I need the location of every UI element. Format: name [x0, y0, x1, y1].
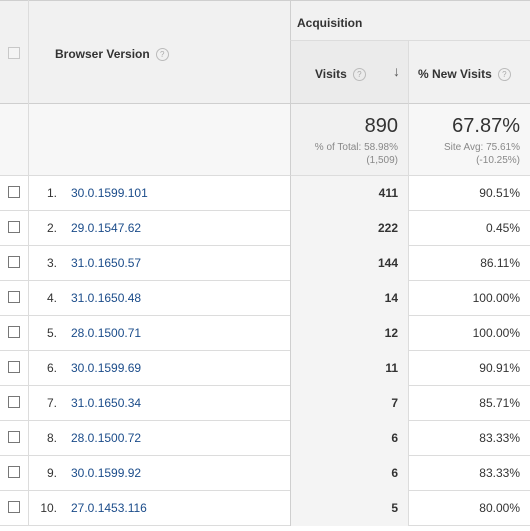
browser-version-link[interactable]: 27.0.1453.116: [71, 501, 147, 515]
row-checkbox[interactable]: [8, 501, 20, 513]
table-row: 7. 31.0.1650.34 7 85.71%: [0, 386, 530, 421]
dimension-header: [0, 0, 290, 104]
new-visits-value: 100.00%: [408, 316, 530, 351]
summary-new-visits-cell: 67.87% Site Avg: 75.61% (-10.25%): [408, 104, 530, 176]
visits-value: 7: [290, 386, 408, 421]
acquisition-group-header: Acquisition: [290, 0, 530, 41]
new-visits-label-text: % New Visits: [418, 67, 492, 81]
sort-descending-icon[interactable]: ↓: [393, 63, 400, 79]
visits-value: 144: [290, 246, 408, 281]
new-visits-column-header[interactable]: % New Visits?: [408, 41, 530, 104]
dimension-header-label[interactable]: Browser Version?: [55, 47, 169, 62]
row-index: 7.: [46, 396, 57, 410]
visits-total-site: (1,509): [366, 155, 398, 166]
row-checkbox[interactable]: [8, 466, 20, 478]
row-checkbox-cell: [0, 316, 29, 351]
new-visits-value: 0.45%: [408, 211, 530, 246]
help-icon[interactable]: ?: [497, 68, 511, 82]
summary-row: [0, 104, 290, 176]
new-visits-value: 86.11%: [408, 246, 530, 281]
visits-total: 890: [364, 115, 398, 137]
new-visits-value: 85.71%: [408, 386, 530, 421]
new-visits-value: 100.00%: [408, 281, 530, 316]
visits-value: 6: [290, 421, 408, 456]
browser-version-link[interactable]: 31.0.1650.34: [71, 396, 142, 410]
visits-value: 411: [290, 176, 408, 211]
browser-version-link[interactable]: 30.0.1599.69: [71, 361, 142, 375]
row-index: 1.: [46, 186, 57, 200]
row-checkbox[interactable]: [8, 291, 20, 303]
browser-version-link[interactable]: 30.0.1599.92: [71, 466, 142, 480]
row-index: 6.: [46, 361, 57, 375]
new-visits-value: 83.33%: [408, 456, 530, 491]
browser-version-link[interactable]: 29.0.1547.62: [71, 221, 142, 235]
help-icon[interactable]: ?: [155, 48, 169, 62]
row-index: 2.: [46, 221, 57, 235]
visits-value: 6: [290, 456, 408, 491]
visits-label-text: Visits: [315, 67, 347, 81]
select-all-cell: [0, 0, 29, 104]
table-row: 9. 30.0.1599.92 6 83.33%: [0, 456, 530, 491]
row-checkbox-cell: [0, 456, 29, 491]
visits-value: 5: [290, 491, 408, 526]
row-checkbox-cell: [0, 351, 29, 386]
visits-value: 11: [290, 351, 408, 386]
select-all-checkbox[interactable]: [8, 47, 20, 59]
row-checkbox[interactable]: [8, 361, 20, 373]
row-checkbox-cell: [0, 281, 29, 316]
table-row: 4. 31.0.1650.48 14 100.00%: [0, 281, 530, 316]
table-row: 2. 29.0.1547.62 222 0.45%: [0, 211, 530, 246]
new-visits-value: 90.51%: [408, 176, 530, 211]
row-index: 4.: [46, 291, 57, 305]
browser-version-link[interactable]: 28.0.1500.71: [71, 326, 142, 340]
row-checkbox[interactable]: [8, 186, 20, 198]
visits-header-label[interactable]: Visits?: [315, 67, 366, 82]
row-checkbox[interactable]: [8, 396, 20, 408]
visits-column-header[interactable]: Visits? ↓: [290, 41, 408, 104]
acquisition-label: Acquisition: [297, 16, 363, 30]
row-checkbox[interactable]: [8, 221, 20, 233]
help-icon[interactable]: ?: [352, 68, 366, 82]
visits-value: 12: [290, 316, 408, 351]
row-checkbox-cell: [0, 491, 29, 526]
table-row: 10. 27.0.1453.116 5 80.00%: [0, 491, 530, 526]
browser-version-link[interactable]: 31.0.1650.48: [71, 291, 142, 305]
new-visits-value: 90.91%: [408, 351, 530, 386]
browser-version-link[interactable]: 30.0.1599.101: [71, 186, 148, 200]
new-visits-header-label[interactable]: % New Visits?: [418, 67, 511, 82]
visits-percent-of-total: % of Total: 58.98%: [314, 142, 398, 153]
browser-version-link[interactable]: 31.0.1650.57: [71, 256, 142, 270]
browser-version-link[interactable]: 28.0.1500.72: [71, 431, 142, 445]
row-index: 3.: [46, 256, 57, 270]
new-visits-value: 83.33%: [408, 421, 530, 456]
new-visits-value: 80.00%: [408, 491, 530, 526]
new-visits-avg-delta: (-10.25%): [476, 155, 520, 166]
row-index: 9.: [46, 466, 57, 480]
row-checkbox[interactable]: [8, 326, 20, 338]
summary-checkbox-cell: [0, 104, 29, 176]
row-checkbox[interactable]: [8, 256, 20, 268]
row-checkbox[interactable]: [8, 431, 20, 443]
new-visits-total: 67.87%: [452, 115, 520, 137]
table-row: 5. 28.0.1500.71 12 100.00%: [0, 316, 530, 351]
row-checkbox-cell: [0, 386, 29, 421]
row-index: 8.: [46, 431, 57, 445]
row-checkbox-cell: [0, 211, 29, 246]
row-index: 5.: [46, 326, 57, 340]
visits-value: 222: [290, 211, 408, 246]
new-visits-site-avg: Site Avg: 75.61%: [444, 142, 520, 153]
visits-value: 14: [290, 281, 408, 316]
browser-version-label: Browser Version: [55, 47, 150, 61]
row-checkbox-cell: [0, 176, 29, 211]
row-checkbox-cell: [0, 421, 29, 456]
row-checkbox-cell: [0, 246, 29, 281]
table-row: 1. 30.0.1599.101 411 90.51%: [0, 176, 530, 211]
row-index: 10.: [40, 501, 57, 515]
table-row: 6. 30.0.1599.69 11 90.91%: [0, 351, 530, 386]
summary-visits-cell: 890 % of Total: 58.98% (1,509): [290, 104, 408, 176]
table-row: 3. 31.0.1650.57 144 86.11%: [0, 246, 530, 281]
table-row: 8. 28.0.1500.72 6 83.33%: [0, 421, 530, 456]
